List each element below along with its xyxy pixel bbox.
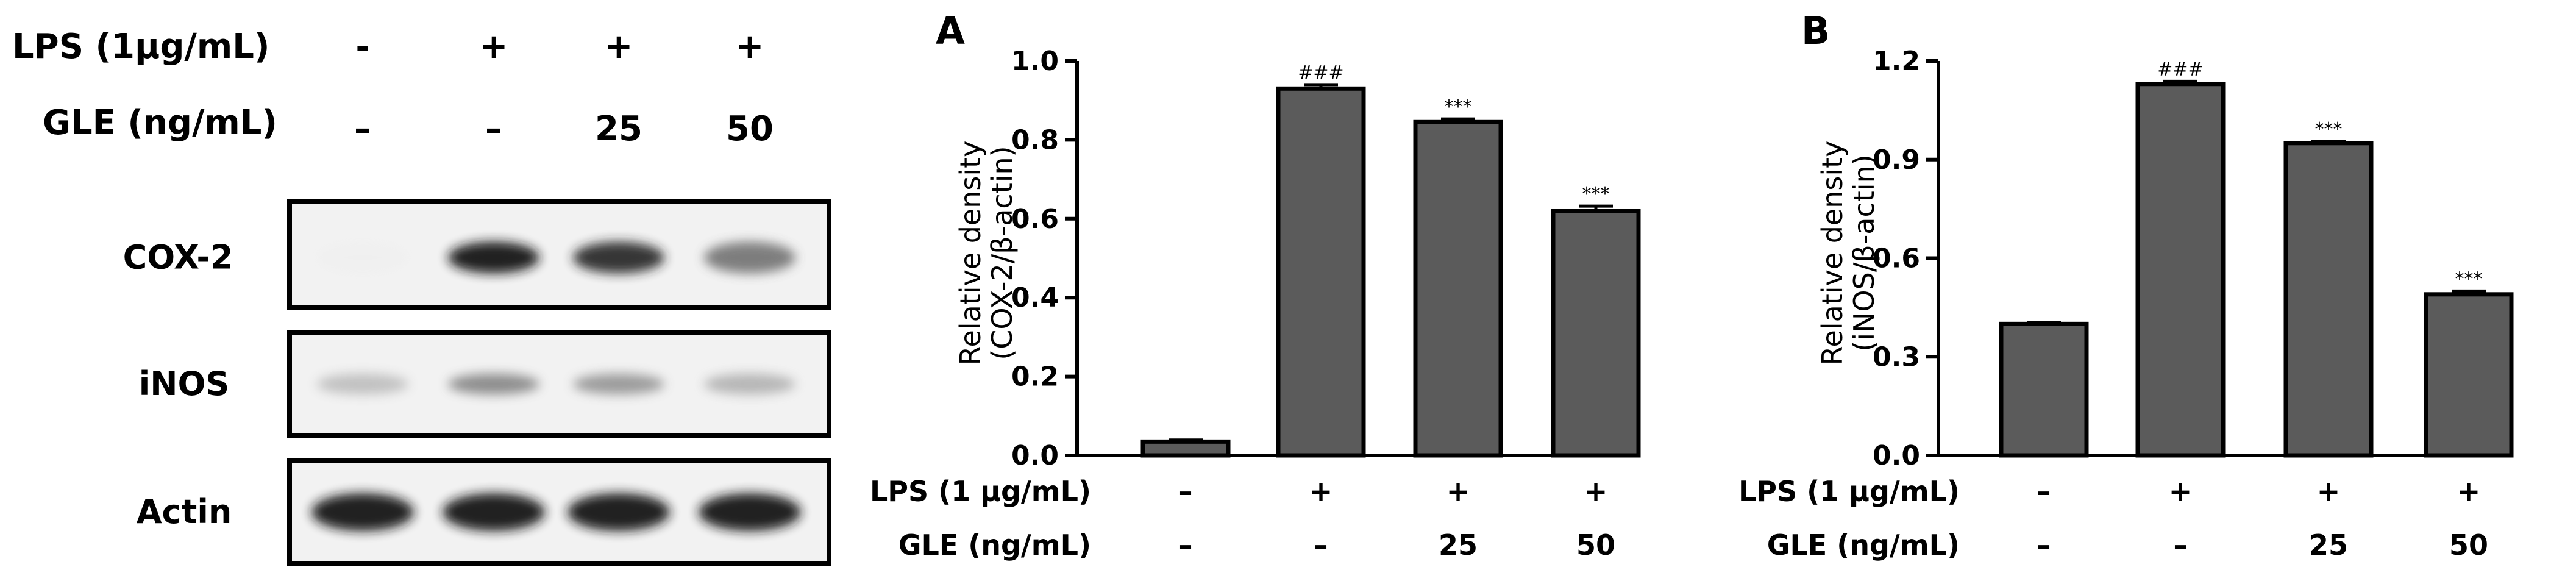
blot-condition-value: + [605, 27, 633, 66]
blot-condition-values: - + + + – – 25 50 [354, 27, 774, 149]
significance-label: *** [1582, 184, 1610, 205]
bar [1140, 439, 1231, 458]
blot-band [573, 374, 664, 394]
blot-condition-value: + [480, 27, 508, 66]
bar [2283, 141, 2374, 458]
condition-value: 25 [1439, 529, 1478, 561]
condition-label: GLE (ng/mL) [1767, 529, 1960, 561]
chart-a-ylabel-line1: Relative density [954, 141, 987, 366]
panel-letter-b: B [1801, 9, 1830, 53]
blot-condition-value: 50 [726, 109, 774, 149]
blot-condition-value: – [354, 109, 371, 149]
chart-a: A Relative density (COX-2/β-actin) 0.0 0.… [870, 9, 1641, 561]
bar [1413, 119, 1503, 458]
condition-label: LPS (1 μg/mL) [870, 475, 1091, 508]
significance-label: *** [1445, 96, 1472, 118]
condition-value: – [1314, 529, 1328, 561]
condition-value: 25 [2309, 529, 2348, 561]
significance-label: *** [2455, 268, 2483, 290]
significance-label: *** [2315, 119, 2343, 140]
condition-label: GLE (ng/mL) [898, 529, 1091, 561]
blot-band [443, 493, 545, 531]
condition-value: + [2169, 475, 2193, 508]
blot-condition-value: - [355, 27, 369, 66]
blot-band [317, 374, 408, 394]
condition-value: – [1179, 529, 1193, 561]
y-tick-label: 0.2 [1011, 362, 1059, 393]
blot-condition-value: 25 [595, 109, 642, 149]
blot-condition-value: – [485, 109, 502, 149]
blot-band [448, 374, 539, 394]
blot-band [448, 241, 539, 274]
blot-condition-value: + [736, 27, 764, 66]
condition-value: + [1309, 475, 1333, 508]
bar [2424, 292, 2514, 458]
y-tick-label: 1.0 [1011, 46, 1059, 77]
chart-b-ylabel-line2: (iNOS/β-actin) [1848, 154, 1880, 351]
y-tick-label: 0.3 [1873, 341, 1920, 372]
y-tick-label: 0.0 [1011, 440, 1059, 471]
y-tick-label: 0.9 [1873, 144, 1920, 176]
western-blot: LPS (1μg/mL) GLE (ng/mL) - + + + – – 25 50 COX-… [12, 27, 831, 566]
bar [2135, 82, 2226, 458]
condition-label: LPS (1 μg/mL) [1738, 475, 1960, 508]
condition-value: + [1584, 475, 1608, 508]
condition-value: – [2037, 529, 2051, 561]
y-tick-label: 0.6 [1873, 243, 1920, 274]
blot-lps-label: LPS (1μg/mL) [12, 27, 270, 66]
bar [1551, 209, 1641, 458]
blot-band [317, 241, 408, 274]
blot-gle-label: GLE (ng/mL) [43, 103, 277, 143]
condition-value: – [2037, 475, 2051, 508]
condition-value: – [1179, 475, 1193, 508]
condition-value: + [2317, 475, 2341, 508]
blot-band [573, 241, 664, 274]
chart-b: B Relative density (iNOS/β-actin) 0.0 0.3… [1738, 9, 2514, 561]
blot-band [568, 493, 670, 531]
condition-value: + [2457, 475, 2481, 508]
blot-band [704, 241, 795, 274]
blot-band [704, 374, 795, 394]
y-tick-label: 0.8 [1011, 124, 1059, 155]
panel-letter-a: A [936, 9, 965, 53]
blot-band [699, 493, 801, 531]
y-tick-label: 0.4 [1011, 282, 1059, 313]
chart-a-ylabel-line2: (COX-2/β-actin) [986, 146, 1019, 360]
y-tick-label: 0.6 [1011, 204, 1059, 235]
blot-row-label: iNOS [139, 365, 230, 403]
bar [1276, 86, 1366, 458]
blot-band [311, 493, 414, 531]
condition-value: + [1446, 475, 1470, 508]
blot-row-label: COX-2 [123, 238, 233, 277]
blot-row-label: Actin [137, 493, 232, 531]
bar [1999, 321, 2089, 458]
y-tick-label: 1.2 [1873, 46, 1920, 77]
blot-rows: COX-2 iNOS Actin [123, 199, 831, 566]
significance-label: ### [2157, 59, 2203, 80]
condition-value: 50 [1576, 529, 1615, 561]
condition-value: – [2174, 529, 2188, 561]
condition-value: 50 [2449, 529, 2488, 561]
significance-label: ### [1298, 62, 1343, 84]
y-tick-label: 0.0 [1873, 440, 1920, 471]
chart-b-ylabel-line1: Relative density [1816, 141, 1849, 366]
